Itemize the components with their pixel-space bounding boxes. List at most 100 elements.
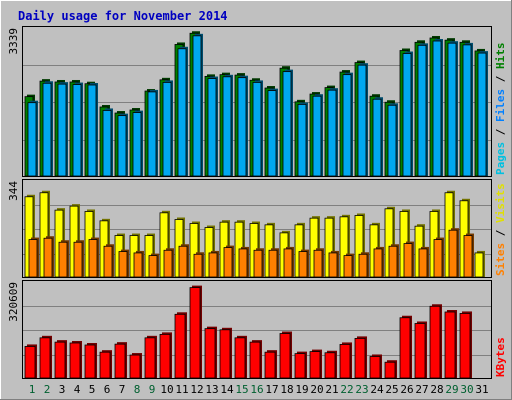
x-label-day-6: 6 bbox=[104, 383, 111, 396]
x-label-day-1: 1 bbox=[29, 383, 36, 396]
bar-files-day-4 bbox=[72, 84, 82, 177]
bar-kbytes-day-2 bbox=[39, 337, 51, 379]
bar-sites-day-4 bbox=[73, 241, 83, 278]
bar-sites-day-22 bbox=[343, 255, 353, 278]
x-label-day-28: 28 bbox=[430, 383, 443, 396]
bar-kbytes-day-12 bbox=[189, 287, 201, 379]
bar-files-day-20 bbox=[312, 95, 322, 177]
bar-files-day-24 bbox=[372, 98, 382, 177]
panel-visits-bars bbox=[24, 190, 485, 278]
bar-sites-day-2 bbox=[43, 237, 53, 278]
bar-kbytes-day-27 bbox=[414, 323, 426, 379]
bar-sites-day-5 bbox=[88, 239, 98, 278]
bar-files-day-31 bbox=[477, 52, 487, 177]
x-label-day-13: 13 bbox=[205, 383, 218, 396]
bar-kbytes-day-25 bbox=[384, 361, 396, 379]
bar-sites-day-23 bbox=[358, 253, 368, 278]
bar-sites-day-8 bbox=[133, 252, 143, 278]
bar-kbytes-day-21 bbox=[324, 352, 336, 379]
bar-kbytes-day-10 bbox=[159, 333, 171, 379]
panel-kbytes-legend: KBytes bbox=[494, 337, 507, 377]
bar-files-day-29 bbox=[447, 42, 457, 177]
panel-visits: 344 Sites / Visits bbox=[7, 179, 507, 278]
bar-files-day-30 bbox=[462, 44, 472, 177]
bar-sites-day-7 bbox=[118, 251, 128, 278]
x-label-day-23: 23 bbox=[355, 383, 368, 396]
x-label-day-14: 14 bbox=[220, 383, 234, 396]
bar-kbytes-day-9 bbox=[144, 337, 156, 379]
bar-kbytes-day-8 bbox=[129, 354, 141, 379]
bar-sites-day-21 bbox=[328, 252, 338, 278]
bar-sites-day-29 bbox=[448, 229, 458, 278]
bar-files-day-6 bbox=[102, 110, 112, 177]
x-label-day-26: 26 bbox=[400, 383, 413, 396]
bar-kbytes-day-3 bbox=[54, 341, 66, 379]
x-label-day-21: 21 bbox=[325, 383, 338, 396]
bar-files-day-3 bbox=[57, 83, 67, 177]
panel-hits-legend: Pages / Files / Hits bbox=[494, 43, 507, 176]
bar-kbytes-day-4 bbox=[69, 342, 81, 379]
x-label-day-11: 11 bbox=[175, 383, 188, 396]
bar-visits-day-31 bbox=[474, 252, 484, 278]
x-label-day-18: 18 bbox=[280, 383, 293, 396]
bar-kbytes-day-15 bbox=[234, 337, 246, 379]
bar-kbytes-day-19 bbox=[294, 353, 306, 379]
x-label-day-9: 9 bbox=[149, 383, 156, 396]
bar-kbytes-day-30 bbox=[459, 313, 471, 379]
panel-hits: 3339 Pages / Files / Hits bbox=[7, 26, 507, 177]
bar-sites-day-10 bbox=[163, 249, 173, 278]
bar-kbytes-day-1 bbox=[24, 346, 36, 379]
bar-files-day-25 bbox=[387, 104, 397, 177]
x-label-day-7: 7 bbox=[119, 383, 126, 396]
x-label-day-15: 15 bbox=[235, 383, 248, 396]
bar-sites-day-20 bbox=[313, 249, 323, 278]
panel-visits-legend: Sites / Visits bbox=[494, 183, 507, 276]
bar-kbytes-day-20 bbox=[309, 351, 321, 379]
x-label-day-3: 3 bbox=[59, 383, 66, 396]
bar-files-day-13 bbox=[207, 78, 217, 177]
x-label-day-8: 8 bbox=[134, 383, 141, 396]
bar-sites-day-12 bbox=[193, 253, 203, 278]
bar-files-day-26 bbox=[402, 53, 412, 177]
bar-sites-day-19 bbox=[298, 251, 308, 278]
bar-sites-day-18 bbox=[283, 248, 293, 278]
bar-sites-day-26 bbox=[403, 243, 413, 278]
bar-kbytes-day-16 bbox=[249, 341, 261, 379]
bar-kbytes-day-6 bbox=[99, 351, 111, 379]
x-label-day-29: 29 bbox=[445, 383, 458, 396]
bar-files-day-9 bbox=[147, 91, 157, 177]
bar-kbytes-day-13 bbox=[204, 328, 216, 379]
x-label-day-19: 19 bbox=[295, 383, 308, 396]
bar-kbytes-day-23 bbox=[354, 338, 366, 379]
bar-kbytes-day-26 bbox=[399, 317, 411, 379]
legend-sep-1: / bbox=[494, 122, 507, 142]
bar-sites-day-16 bbox=[253, 249, 263, 278]
x-label-day-24: 24 bbox=[370, 383, 384, 396]
legend-sep-3: / bbox=[494, 223, 507, 243]
bar-files-day-14 bbox=[222, 76, 232, 177]
bar-kbytes-day-28 bbox=[429, 305, 441, 379]
bar-kbytes-day-22 bbox=[339, 344, 351, 379]
x-label-day-31: 31 bbox=[475, 383, 488, 396]
bar-sites-day-9 bbox=[148, 255, 158, 278]
x-label-day-27: 27 bbox=[415, 383, 428, 396]
legend-kbytes: KBytes bbox=[494, 337, 507, 377]
bar-kbytes-day-29 bbox=[444, 311, 456, 379]
panel-hits-bars bbox=[24, 31, 488, 177]
x-axis-day-labels: 1 2 3 4 5 6 7 8 9 10 11 12 13 14 15 16 17 18 19 20 21 22 23 24 2… bbox=[29, 383, 489, 396]
bar-files-day-12 bbox=[192, 35, 202, 177]
bar-sites-day-30 bbox=[463, 235, 473, 278]
bar-kbytes-day-5 bbox=[84, 344, 96, 379]
x-label-day-10: 10 bbox=[160, 383, 173, 396]
bar-sites-day-11 bbox=[178, 245, 188, 278]
bar-sites-day-27 bbox=[418, 248, 428, 278]
bar-files-day-21 bbox=[327, 89, 337, 177]
legend-files: Files bbox=[494, 89, 507, 122]
bar-files-day-18 bbox=[282, 71, 292, 177]
bar-files-day-1 bbox=[27, 102, 37, 177]
bar-files-day-23 bbox=[357, 64, 367, 177]
bar-sites-day-1 bbox=[28, 239, 38, 278]
legend-visits: Visits bbox=[494, 183, 507, 223]
svg-text:Sites / Visits: Sites / Visits bbox=[494, 183, 507, 276]
